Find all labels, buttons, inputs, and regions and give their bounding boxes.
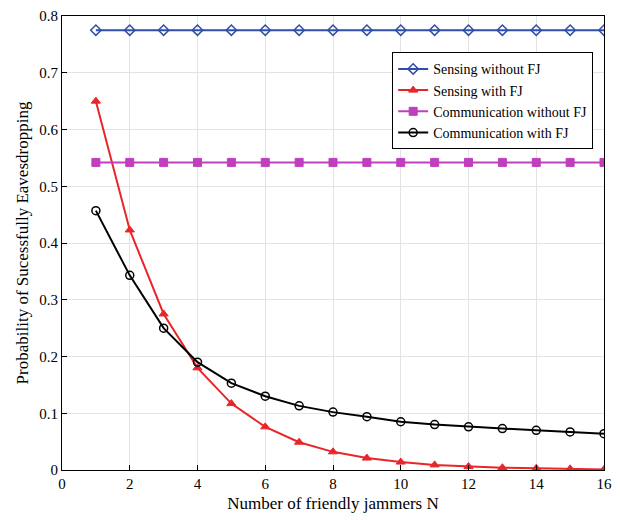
- svg-text:Communication with FJ: Communication with FJ: [433, 126, 569, 141]
- svg-text:12: 12: [461, 476, 476, 492]
- svg-text:2: 2: [126, 476, 134, 492]
- svg-text:0.8: 0.8: [39, 8, 58, 24]
- svg-text:16: 16: [597, 476, 613, 492]
- svg-text:0.2: 0.2: [39, 349, 58, 365]
- svg-text:0: 0: [58, 476, 66, 492]
- svg-text:Communication without FJ: Communication without FJ: [433, 105, 587, 120]
- svg-text:4: 4: [194, 476, 202, 492]
- svg-text:Sensing without FJ: Sensing without FJ: [433, 62, 541, 77]
- svg-text:6: 6: [262, 476, 270, 492]
- svg-text:8: 8: [329, 476, 337, 492]
- svg-text:10: 10: [393, 476, 408, 492]
- svg-text:0.1: 0.1: [39, 406, 58, 422]
- svg-text:Probability of Sucessfully Eav: Probability of Sucessfully Eavesdropping: [13, 101, 32, 384]
- svg-text:14: 14: [529, 476, 545, 492]
- svg-text:0.6: 0.6: [39, 122, 58, 138]
- svg-text:0.5: 0.5: [39, 179, 58, 195]
- svg-text:0.4: 0.4: [39, 235, 58, 251]
- svg-text:0: 0: [51, 462, 59, 478]
- svg-text:Sensing with FJ: Sensing with FJ: [433, 84, 523, 99]
- svg-text:0.7: 0.7: [39, 65, 58, 81]
- svg-text:Number of friendly jammers N: Number of friendly jammers N: [227, 494, 439, 513]
- svg-text:0.3: 0.3: [39, 292, 58, 308]
